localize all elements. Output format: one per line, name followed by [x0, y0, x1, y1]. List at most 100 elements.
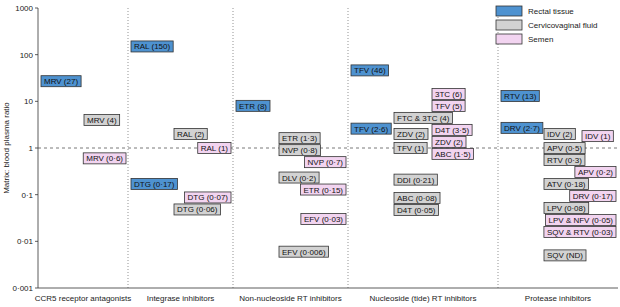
legend-swatch [496, 20, 522, 30]
data-label: EFV (0·03) [304, 215, 343, 224]
data-box [544, 227, 616, 238]
data-label: RAL (150) [134, 42, 171, 51]
data-box [546, 215, 616, 226]
data-label: RTV (13) [504, 92, 537, 101]
group-separator [498, 8, 499, 288]
data-box [300, 184, 346, 195]
y-tick-label: 10 [24, 97, 33, 106]
data-label: TFV (46) [354, 66, 386, 75]
data-box [394, 128, 428, 139]
category-label: Integrase inhibitors [147, 294, 215, 303]
data-box [83, 153, 126, 164]
data-box [570, 191, 616, 202]
x-axis [38, 288, 618, 289]
y-axis-label: Matrix: blood plasma ratio [2, 102, 11, 194]
data-box [131, 178, 177, 189]
data-label: DRV (0·17) [573, 192, 614, 201]
data-label: TFV (1) [397, 144, 424, 153]
data-label: MRV (0·6) [86, 154, 123, 163]
y-tick-label: 0·001 [13, 284, 34, 293]
data-box [279, 172, 319, 183]
data-box [236, 100, 270, 111]
y-tick [35, 194, 38, 195]
data-label: NVP (0·8) [282, 146, 318, 155]
data-label: ABC (0·08) [397, 194, 437, 203]
category-label: Nucleoside (tide) RT inhibitors [370, 294, 477, 303]
category-label: CCR5 receptor antagonists [35, 294, 132, 303]
group-separator [233, 8, 234, 288]
y-tick [35, 54, 38, 55]
data-box [432, 124, 472, 135]
data-labels: MRV (27)RAL (150)DTG (0·17)ETR (8)TFV (4… [44, 42, 613, 260]
data-box [394, 174, 437, 185]
data-box [305, 157, 346, 168]
data-box [394, 192, 440, 203]
data-label: TFV (5) [435, 102, 462, 111]
data-box [174, 204, 220, 215]
data-label: ATV (0·18) [547, 180, 586, 189]
data-box [544, 143, 585, 154]
data-box [174, 128, 207, 139]
data-box [394, 112, 452, 123]
group-separator [128, 8, 129, 288]
data-box [279, 145, 320, 156]
data-label: SQV & RTV (0·03) [547, 228, 613, 237]
data-label: DLV (0·2) [282, 174, 316, 183]
data-box [432, 148, 474, 159]
data-box [279, 133, 320, 144]
data-label: RAL (1) [201, 144, 229, 153]
data-label: MRV (4) [87, 116, 117, 125]
reference-line [38, 148, 618, 149]
data-box [501, 122, 543, 133]
marks [41, 41, 616, 261]
data-label: LPV & NFV (0·05) [549, 216, 614, 225]
legend-label: Rectal tissue [528, 7, 574, 16]
data-label: NVP (0·7) [308, 158, 344, 167]
data-label: D4T (3·5) [435, 126, 469, 135]
data-box [351, 123, 391, 134]
data-label: DDI (0·21) [397, 176, 435, 185]
legend-label: Semen [528, 35, 553, 44]
data-box [544, 203, 589, 214]
data-label: ETR (1·3) [282, 134, 317, 143]
data-label: 3TC (6) [435, 90, 462, 99]
data-label: D4T (0·05) [397, 206, 436, 215]
data-label: APV (0·5) [547, 144, 582, 153]
data-label: ABC (1·5) [435, 150, 471, 159]
data-box [131, 41, 173, 52]
data-label: DTG (0·06) [177, 205, 218, 214]
y-tick-label: 1 [29, 144, 34, 153]
group-separator [348, 8, 349, 288]
data-label: DRV (2·7) [504, 124, 540, 133]
data-label: IDV (1) [585, 132, 611, 141]
legend: Rectal tissueCervicovaginal fluidSemen [496, 6, 597, 44]
data-label: RAL (2) [177, 130, 205, 139]
data-label: MRV (27) [44, 77, 78, 86]
data-label: IDV (2) [547, 130, 573, 139]
data-box [84, 114, 120, 125]
data-box [394, 204, 439, 215]
data-box [575, 167, 616, 178]
data-box [301, 214, 346, 225]
data-box [394, 143, 427, 154]
data-box [582, 131, 613, 142]
legend-swatch [496, 34, 522, 44]
data-label: DTG (0·07) [188, 193, 229, 202]
data-label: ETR (0·15) [303, 186, 343, 195]
data-box [279, 246, 329, 257]
data-label: RTV (0·3) [547, 156, 582, 165]
data-box [432, 136, 466, 147]
data-box [544, 128, 575, 139]
y-tick [35, 101, 38, 102]
y-tick-label: 0·01 [17, 237, 34, 246]
y-tick [35, 8, 38, 9]
category-label: Non-nucleoside RT inhibitors [239, 294, 341, 303]
data-label: SQV (ND) [547, 251, 583, 260]
data-box [501, 91, 539, 102]
data-box [185, 192, 231, 203]
data-box [544, 250, 586, 261]
y-tick [35, 148, 38, 149]
data-label: LPV (0·08) [547, 204, 586, 213]
data-label: APV (0·2) [578, 168, 613, 177]
legend-swatch [496, 6, 522, 16]
